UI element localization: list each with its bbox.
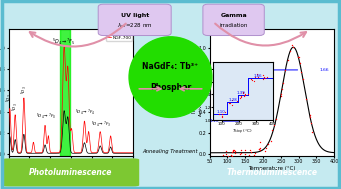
FancyBboxPatch shape	[2, 158, 139, 187]
NGF-700	[118, 152, 122, 154]
FancyBboxPatch shape	[98, 4, 171, 36]
Text: UV light: UV light	[121, 13, 149, 18]
Text: 1.66: 1.66	[236, 68, 246, 72]
NGF	[6, 144, 11, 146]
NGF	[64, 122, 68, 124]
NGF	[31, 152, 35, 154]
FancyArrowPatch shape	[180, 87, 202, 91]
Text: 1.28: 1.28	[228, 98, 237, 102]
Ellipse shape	[129, 37, 212, 117]
Text: 1.66: 1.66	[319, 68, 329, 72]
Y-axis label: Intensity (a.u.): Intensity (a.u.)	[192, 72, 197, 113]
FancyBboxPatch shape	[203, 4, 264, 36]
Text: Thermoluminescence: Thermoluminescence	[226, 168, 317, 177]
NGF-700	[6, 130, 11, 132]
Text: 1.10: 1.10	[217, 110, 225, 114]
Text: $^5D_3$: $^5D_3$	[10, 102, 20, 111]
NGF-700	[67, 101, 71, 103]
NGF	[105, 152, 109, 154]
Line: NGF: NGF	[9, 111, 133, 153]
FancyArrowPatch shape	[30, 24, 126, 46]
NGF	[67, 132, 71, 134]
Text: 1.39: 1.39	[217, 91, 226, 95]
Text: $^5D_3$: $^5D_3$	[19, 85, 29, 94]
NGF	[62, 110, 66, 112]
Text: Annealing Treatment: Annealing Treatment	[143, 149, 198, 154]
Text: $^5D_4\rightarrow^7F_0$: $^5D_4\rightarrow^7F_0$	[36, 112, 56, 122]
Text: 1.39: 1.39	[237, 91, 246, 95]
Text: $^5D_4\rightarrow^7F_3$: $^5D_4\rightarrow^7F_3$	[91, 119, 111, 129]
Bar	[60, 29, 70, 156]
Text: NaGdF₄: Tb³⁺: NaGdF₄: Tb³⁺	[143, 62, 198, 71]
Text: $^5D_4\rightarrow^7F_5$: $^5D_4\rightarrow^7F_5$	[53, 37, 76, 47]
Text: $\lambda_{ex}$=228 nm: $\lambda_{ex}$=228 nm	[117, 21, 152, 30]
Y-axis label: Activation Energy (eV): Activation Energy (eV)	[199, 67, 203, 116]
NGF	[131, 152, 135, 154]
Text: Phosphor: Phosphor	[150, 84, 191, 92]
Text: $^5D_3$: $^5D_3$	[4, 94, 14, 102]
NGF-700	[105, 152, 109, 154]
Text: Gamma: Gamma	[220, 13, 247, 18]
Text: irradiation: irradiation	[219, 23, 248, 28]
Text: $^5D_4\rightarrow^7F_4$: $^5D_4\rightarrow^7F_4$	[75, 107, 95, 117]
NGF-700	[131, 152, 135, 154]
Legend: NGF, NGF-700: NGF, NGF-700	[106, 30, 132, 41]
NGF	[128, 152, 132, 154]
NGF-700	[62, 45, 66, 47]
X-axis label: Wavelength (nm): Wavelength (nm)	[47, 166, 95, 171]
Text: 1.28: 1.28	[217, 101, 226, 105]
FancyArrowPatch shape	[215, 24, 306, 46]
NGF	[13, 139, 17, 141]
Text: 1.10: 1.10	[209, 119, 219, 123]
NGF-700	[128, 152, 132, 154]
Line: NGF-700: NGF-700	[9, 46, 133, 153]
NGF-700	[128, 152, 132, 154]
Text: 1.66: 1.66	[253, 74, 262, 78]
NGF-700	[13, 115, 17, 117]
X-axis label: Temperature (°C): Temperature (°C)	[248, 166, 296, 171]
NGF-700	[64, 77, 68, 79]
FancyArrowPatch shape	[139, 87, 161, 91]
X-axis label: $T_{stop}$ (°C): $T_{stop}$ (°C)	[233, 127, 253, 136]
NGF	[128, 152, 132, 154]
Text: Photoluminescence: Photoluminescence	[29, 168, 113, 177]
